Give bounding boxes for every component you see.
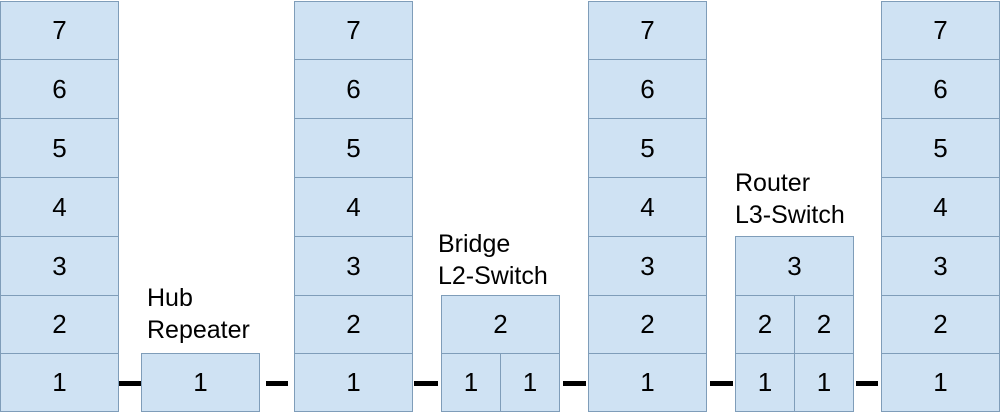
stack2-layer-6: 6 <box>294 59 413 119</box>
router-layer-2-left: 2 <box>735 295 795 354</box>
stack1-layer-3: 3 <box>0 236 119 296</box>
stack3-layer-6: 6 <box>588 59 707 119</box>
stack3-layer-5: 5 <box>588 118 707 178</box>
stack3-layer-4: 4 <box>588 177 707 237</box>
l3-switch-label: L3-Switch <box>735 201 845 229</box>
stack2-layer-1: 1 <box>294 353 413 412</box>
stack1-layer-4: 4 <box>0 177 119 237</box>
stack1-layer-1: 1 <box>0 353 119 412</box>
stack4-layer-7: 7 <box>881 1 1000 60</box>
stack1-layer-2: 2 <box>0 295 119 354</box>
link-stack1-hub <box>119 381 141 386</box>
l2-switch-label: L2-Switch <box>438 262 548 290</box>
stack2-layer-5: 5 <box>294 118 413 178</box>
stack3-layer-3: 3 <box>588 236 707 296</box>
stack4-layer-1: 1 <box>881 353 1000 412</box>
stack4-layer-3: 3 <box>881 236 1000 296</box>
link-stack3-router <box>710 381 733 386</box>
router-layer-2-right: 2 <box>794 295 854 354</box>
bridge-label: Bridge <box>438 230 511 258</box>
stack3-layer-1: 1 <box>588 353 707 412</box>
router-layer-1-left: 1 <box>735 353 795 412</box>
stack2-layer-7: 7 <box>294 1 413 60</box>
hub-label: Hub <box>147 284 193 312</box>
link-hub-stack2 <box>266 381 288 386</box>
bridge-layer-1-right: 1 <box>500 353 560 412</box>
repeater-label: Repeater <box>147 316 250 344</box>
stack4-layer-4: 4 <box>881 177 1000 237</box>
link-router-stack4 <box>856 381 878 386</box>
router-layer-1-right: 1 <box>794 353 854 412</box>
router-layer-3: 3 <box>735 236 854 296</box>
stack4-layer-5: 5 <box>881 118 1000 178</box>
link-bridge-stack3 <box>563 381 586 386</box>
stack1-layer-6: 6 <box>0 59 119 119</box>
stack4-layer-2: 2 <box>881 295 1000 354</box>
link-stack2-bridge <box>414 381 438 386</box>
hub-layer-1: 1 <box>141 353 260 412</box>
stack3-layer-7: 7 <box>588 1 707 60</box>
stack2-layer-4: 4 <box>294 177 413 237</box>
stack1-layer-7: 7 <box>0 1 119 60</box>
stack2-layer-2: 2 <box>294 295 413 354</box>
stack4-layer-6: 6 <box>881 59 1000 119</box>
bridge-layer-2: 2 <box>441 295 560 354</box>
stack3-layer-2: 2 <box>588 295 707 354</box>
stack1-layer-5: 5 <box>0 118 119 178</box>
bridge-layer-1-left: 1 <box>441 353 501 412</box>
router-label: Router <box>735 169 811 197</box>
stack2-layer-3: 3 <box>294 236 413 296</box>
